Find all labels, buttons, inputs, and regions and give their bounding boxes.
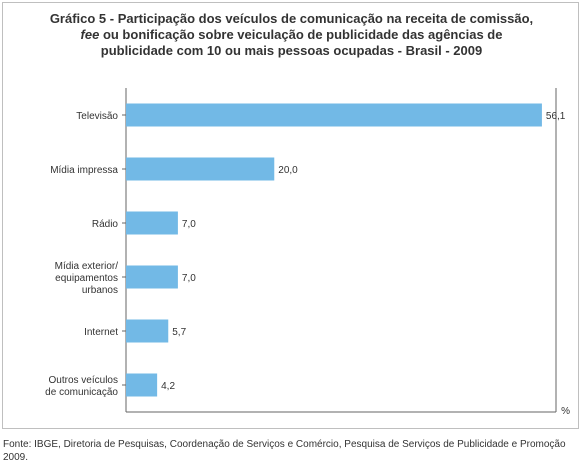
chart-labels: % 56,1 Televisão 20,0 Mídia impressa 7,0 Rádio… <box>45 111 570 417</box>
source-note: Fonte: IBGE, Diretoria de Pesquisas, Coo… <box>3 439 566 463</box>
chart-bars <box>126 103 542 397</box>
chart-title-line-2-rest: ou bonificação sobre veiculação de publi… <box>99 27 503 42</box>
bar <box>126 157 275 181</box>
bar <box>126 211 178 235</box>
category-label-line: Televisão <box>76 111 118 122</box>
chart-title-line-2: fee ou bonificação sobre veiculação de p… <box>13 27 570 43</box>
bar <box>126 319 169 343</box>
category-label-line: equipamentos <box>55 273 118 284</box>
chart-axes <box>122 88 557 413</box>
category-label: Mídia exterior/equipamentos urbanos <box>55 261 119 296</box>
category-label: Mídia impressa <box>50 165 118 176</box>
value-label: 7,0 <box>182 219 196 230</box>
value-label: 4,2 <box>161 381 175 392</box>
chart-title-line-3: publicidade com 10 ou mais pessoas ocupa… <box>100 43 483 58</box>
category-label-line: urbanos <box>82 285 118 296</box>
bar <box>126 373 158 397</box>
unit-label: % <box>561 406 570 417</box>
chart-title: Gráfico 5 - Participação dos veículos de… <box>13 11 570 59</box>
category-label-line: Internet <box>84 327 118 338</box>
category-label: Televisão <box>76 111 118 122</box>
chart-title-line-1: Gráfico 5 - Participação dos veículos de… <box>49 11 534 26</box>
value-label: 56,1 <box>546 111 566 122</box>
category-label: Internet <box>84 327 118 338</box>
bar <box>126 103 542 127</box>
category-label-line: de comunicação <box>45 387 118 398</box>
category-label-line: Mídia exterior/ <box>55 261 119 272</box>
value-label: 7,0 <box>182 273 196 284</box>
value-label: 20,0 <box>278 165 298 176</box>
category-label-line: Mídia impressa <box>50 165 118 176</box>
value-label: 5,7 <box>172 327 186 338</box>
chart-title-italic-term: fee <box>80 27 100 42</box>
category-label-line: Rádio <box>92 219 119 230</box>
category-label: Outros veículos de comunicação <box>45 375 118 398</box>
bar <box>126 265 178 289</box>
chart-frame: Gráfico 5 - Participação dos veículos de… <box>2 2 579 429</box>
category-label-line: Outros veículos <box>49 375 118 386</box>
category-label: Rádio <box>92 219 119 230</box>
